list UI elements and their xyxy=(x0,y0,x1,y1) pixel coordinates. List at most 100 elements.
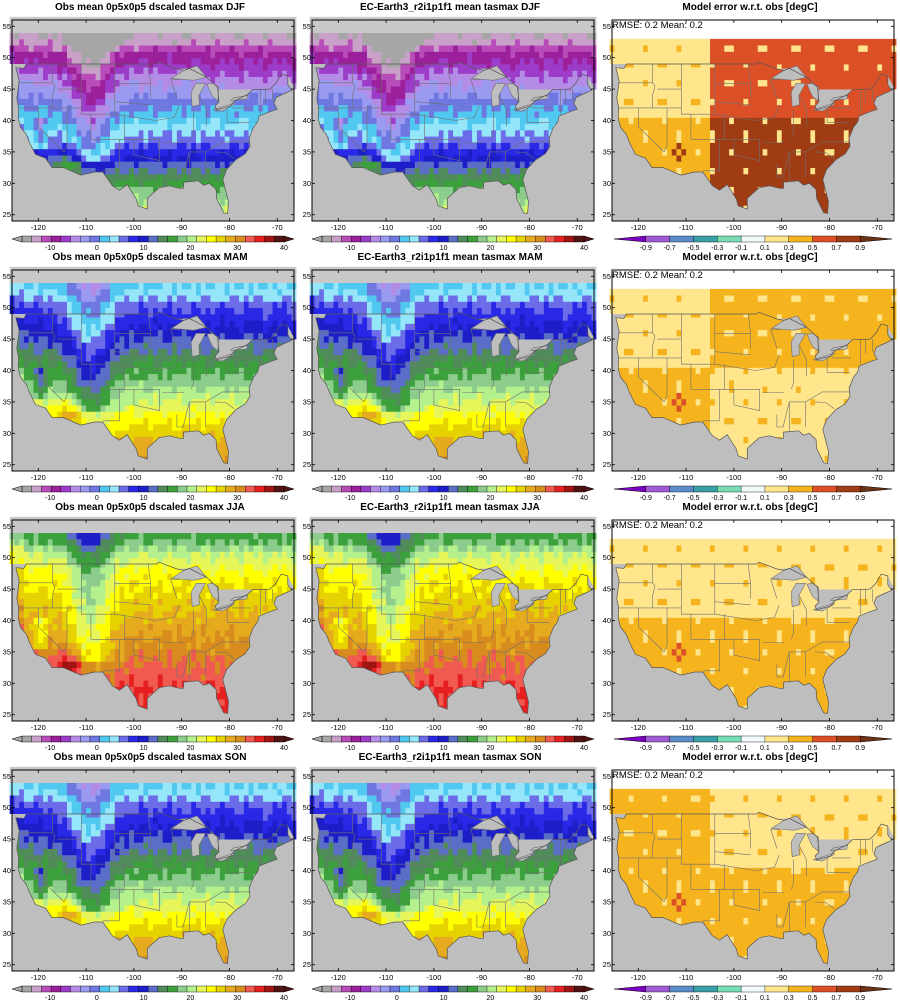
state-boundary xyxy=(476,151,506,178)
temperature-cell xyxy=(367,16,373,21)
temperature-cell xyxy=(176,20,183,27)
temperature-cell xyxy=(124,79,130,87)
temperature-cell xyxy=(572,45,578,52)
temperature-cell xyxy=(57,16,63,21)
temperature-cell xyxy=(191,38,197,46)
temperature-cell xyxy=(438,51,444,59)
temperature-cell xyxy=(381,123,387,131)
temperature-cell xyxy=(81,167,87,175)
temperature-cell xyxy=(357,20,363,27)
temperature-cell xyxy=(219,45,226,52)
temperature-cell xyxy=(52,129,58,137)
temperature-cell xyxy=(424,155,430,162)
temperature-cell xyxy=(381,167,387,175)
y-tick-label: 40 xyxy=(3,116,11,125)
temperature-cell xyxy=(500,155,506,162)
temperature-cell xyxy=(167,117,173,125)
temperature-cell xyxy=(129,173,135,181)
temperature-cell xyxy=(258,76,264,84)
temperature-cell xyxy=(272,20,278,27)
temperature-cell xyxy=(248,111,254,118)
temperature-cell xyxy=(47,123,53,131)
temperature-cell xyxy=(71,20,77,27)
temperature-cell xyxy=(505,142,511,150)
temperature-cell xyxy=(262,45,269,52)
temperature-cell xyxy=(510,20,516,27)
temperature-cell xyxy=(76,16,82,21)
temperature-cell xyxy=(229,117,235,125)
temperature-cell xyxy=(162,38,168,46)
temperature-cell xyxy=(105,173,111,181)
temperature-cell xyxy=(529,129,535,137)
temperature-cell xyxy=(119,155,125,162)
temperature-cell xyxy=(243,117,249,125)
temperature-cell xyxy=(239,76,245,84)
error-cell xyxy=(738,199,744,206)
temperature-cell xyxy=(153,98,159,106)
temperature-cell xyxy=(548,111,554,118)
temperature-cell xyxy=(453,148,459,156)
temperature-cell xyxy=(376,16,382,21)
temperature-cell xyxy=(410,73,416,81)
temperature-cell xyxy=(267,98,273,106)
temperature-cell xyxy=(529,70,535,77)
temperature-cell xyxy=(400,161,406,168)
temperature-cell xyxy=(153,20,159,27)
temperature-cell xyxy=(124,32,130,40)
temperature-cell xyxy=(90,57,97,65)
temperature-cell xyxy=(114,32,120,40)
temperature-cell xyxy=(200,26,206,33)
temperature-cell xyxy=(500,180,506,187)
temperature-cell xyxy=(462,79,468,87)
temperature-cell xyxy=(186,123,192,131)
temperature-cell xyxy=(23,123,30,131)
temperature-cell xyxy=(572,104,578,112)
temperature-cell xyxy=(248,104,254,112)
temperature-cell xyxy=(500,79,506,87)
y-tick-label: 30 xyxy=(303,179,311,188)
temperature-cell xyxy=(476,92,483,99)
temperature-cell xyxy=(362,32,368,40)
temperature-cell xyxy=(148,16,154,21)
temperature-cell xyxy=(200,142,206,150)
temperature-cell xyxy=(76,123,82,131)
temperature-cell xyxy=(105,67,111,74)
temperature-cell xyxy=(481,142,487,150)
temperature-cell xyxy=(181,20,187,27)
temperature-cell xyxy=(210,32,216,40)
temperature-cell xyxy=(543,117,549,125)
temperature-cell xyxy=(505,136,511,143)
temperature-cell xyxy=(362,117,368,125)
temperature-cell xyxy=(486,86,492,93)
temperature-cell xyxy=(110,38,116,46)
temperature-cell xyxy=(424,111,430,118)
temperature-cell xyxy=(481,173,487,181)
error-cell xyxy=(819,199,826,206)
temperature-cell xyxy=(105,86,111,93)
temperature-cell xyxy=(90,62,97,68)
temperature-cell xyxy=(438,167,444,175)
temperature-cell xyxy=(162,104,168,112)
temperature-cell xyxy=(277,86,283,93)
temperature-cell xyxy=(424,67,430,74)
temperature-cell xyxy=(343,148,349,156)
temperature-cell xyxy=(577,64,583,71)
temperature-cell xyxy=(338,129,344,137)
temperature-cell xyxy=(548,45,554,52)
temperature-cell xyxy=(62,26,68,33)
temperature-cell xyxy=(67,98,73,106)
temperature-cell xyxy=(433,92,440,99)
temperature-cell xyxy=(529,64,535,71)
temperature-cell xyxy=(405,57,411,65)
temperature-cell xyxy=(267,57,273,65)
temperature-cell xyxy=(81,57,87,65)
temperature-cell xyxy=(582,26,588,33)
temperature-cell xyxy=(539,45,545,52)
temperature-cell xyxy=(153,180,159,187)
temperature-cell xyxy=(14,26,20,33)
temperature-cell xyxy=(162,73,168,81)
temperature-cell xyxy=(352,67,358,74)
temperature-cell xyxy=(191,16,197,21)
temperature-cell xyxy=(400,26,406,33)
temperature-cell xyxy=(38,117,44,125)
